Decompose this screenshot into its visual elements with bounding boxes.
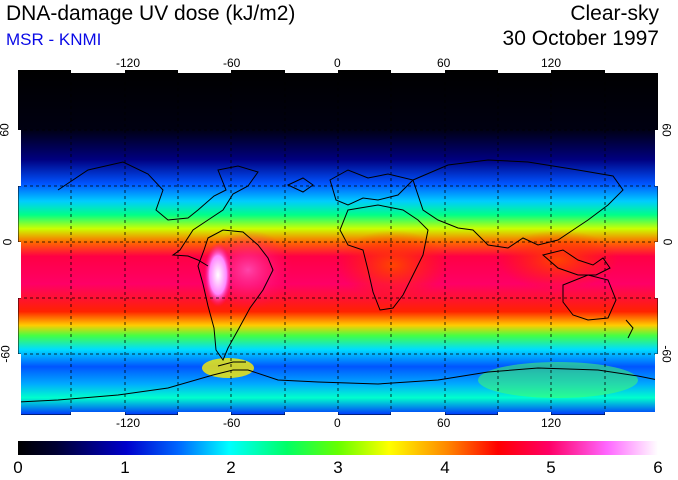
colorbar [18, 441, 658, 455]
antarctic-uv-patch [478, 362, 638, 398]
colorbar-label: 1 [120, 458, 130, 477]
maritime-continent-coast [541, 249, 611, 276]
colorbar-label: 0 [13, 458, 23, 477]
lon-tick-bottom: -120 [116, 416, 141, 430]
antarctic-peninsula-coast [217, 361, 246, 367]
coastlines [18, 159, 658, 403]
antarctica-coast [18, 367, 658, 403]
lat-tick-right: 60 [659, 123, 674, 137]
lat-tick-right: 0 [660, 238, 675, 246]
lon-tick-top: -120 [116, 56, 141, 70]
andes-peak [204, 243, 232, 307]
lon-tick-bottom: 120 [541, 416, 562, 430]
lat-tick-left: 60 [0, 123, 12, 137]
south-america-coast [197, 229, 274, 362]
lon-tick-top: 0 [334, 56, 341, 70]
antarctic-peninsula-patch [202, 358, 254, 378]
lon-tick-bottom: 60 [437, 416, 451, 430]
date-label: 30 October 1997 [502, 27, 659, 50]
lat-tick-left: 0 [0, 238, 15, 246]
lon-tick-top: -60 [223, 56, 241, 70]
map-frame [18, 70, 658, 415]
uv-dose-map [18, 70, 658, 415]
lon-tick-top: 120 [541, 56, 562, 70]
australia-coast [562, 274, 617, 321]
lon-tick-bottom: 0 [334, 416, 341, 430]
lat-tick-right: -60 [659, 345, 674, 363]
asia-coast [412, 159, 624, 249]
africa-uv-patch [338, 230, 448, 300]
colorbar-label: 2 [226, 458, 236, 477]
lon-tick-bottom: -60 [223, 416, 241, 430]
new-zealand-coast [625, 319, 634, 339]
lon-tick-top: 60 [437, 56, 451, 70]
colorbar-label: 6 [653, 458, 663, 477]
africa-coast [339, 204, 429, 311]
greenland-coast [286, 177, 314, 193]
lat-tick-left: -60 [0, 345, 13, 363]
colorbar-label: 4 [440, 458, 450, 477]
graticule [18, 70, 658, 415]
map-title: DNA-damage UV dose (kJ/m2) [6, 2, 296, 25]
colorbar-label: 5 [546, 458, 556, 477]
colorbar-label: 3 [333, 458, 343, 477]
europe-coast [329, 169, 414, 206]
credit-label: MSR - KNMI [6, 30, 102, 49]
condition-label: Clear-sky [570, 2, 659, 25]
north-america-coast [57, 161, 259, 267]
